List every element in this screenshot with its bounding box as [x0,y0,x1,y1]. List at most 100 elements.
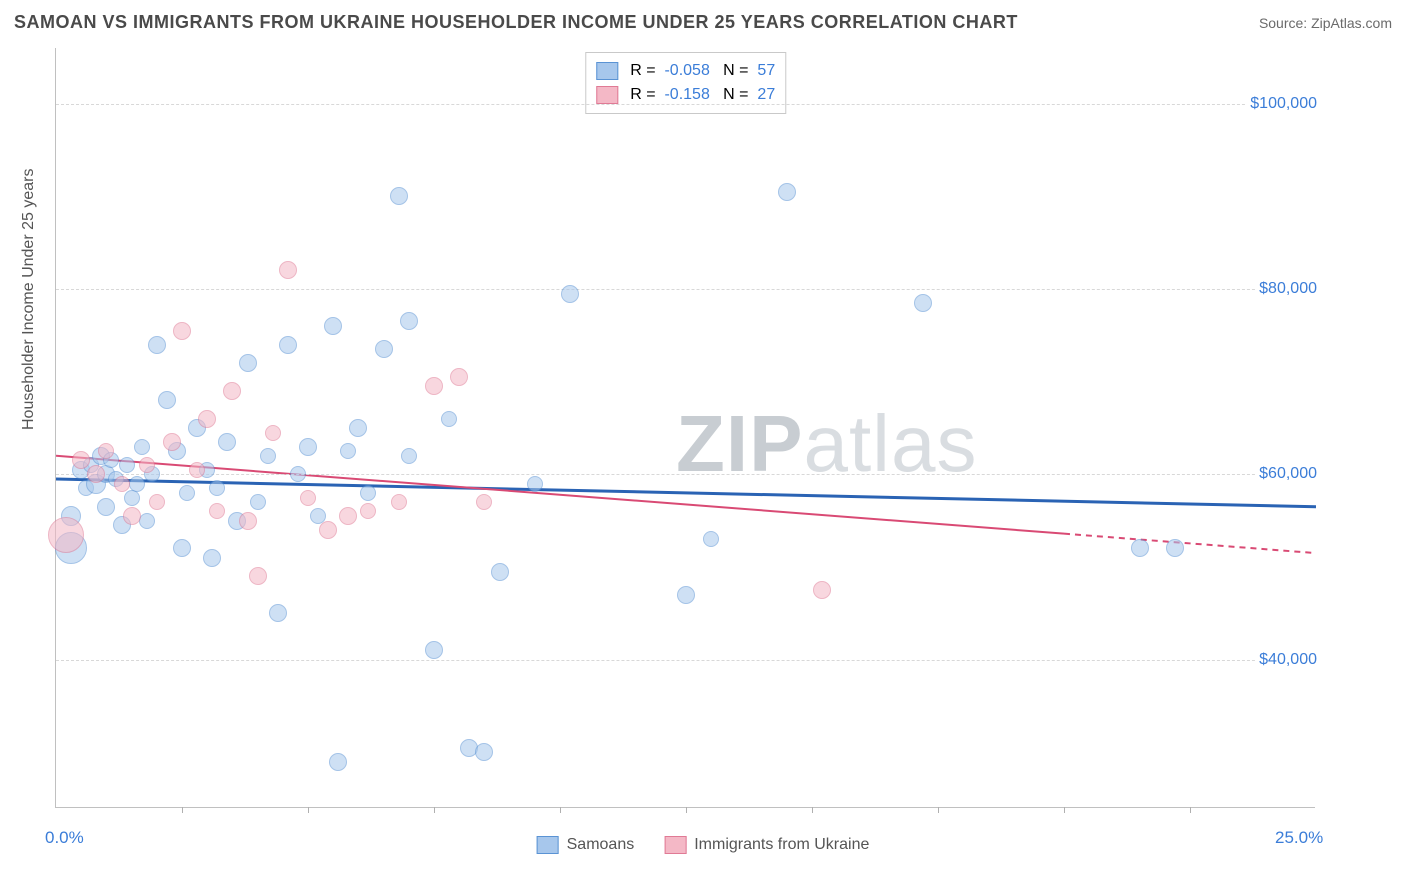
legend-swatch [537,836,559,854]
data-point [48,517,84,553]
legend-swatch [596,86,618,104]
data-point [223,382,241,400]
data-point [300,490,316,506]
legend-item: Samoans [537,836,635,854]
x-tick [938,807,939,813]
data-point [114,476,130,492]
data-point [375,340,393,358]
y-axis-label: Householder Income Under 25 years [20,169,38,430]
y-tick-label: $100,000 [1246,95,1317,113]
x-tick [1064,807,1065,813]
data-point [239,512,257,530]
x-tick [812,807,813,813]
data-point [703,531,719,547]
chart-title: SAMOAN VS IMMIGRANTS FROM UKRAINE HOUSEH… [14,12,1018,33]
data-point [425,377,443,395]
data-point [139,457,155,473]
x-axis-max-label: 25.0% [1275,828,1323,848]
data-point [139,513,155,529]
x-tick [560,807,561,813]
data-point [677,586,695,604]
data-point [401,448,417,464]
data-point [914,294,932,312]
legend-label: Immigrants from Ukraine [694,836,869,854]
data-point [340,443,356,459]
data-point [561,285,579,303]
data-point [324,317,342,335]
data-point [209,503,225,519]
data-point [239,354,257,372]
data-point [476,494,492,510]
x-tick [434,807,435,813]
data-point [329,753,347,771]
data-point [158,391,176,409]
data-point [527,476,543,492]
data-point [149,494,165,510]
data-point [124,490,140,506]
data-point [1131,539,1149,557]
data-point [173,539,191,557]
data-point [98,443,114,459]
x-tick [686,807,687,813]
data-point [279,261,297,279]
data-point [129,476,145,492]
source-label: Source: ZipAtlas.com [1259,15,1392,31]
y-tick-label: $60,000 [1255,465,1317,483]
data-point [290,466,306,482]
data-point [260,448,276,464]
correlation-legend: R = -0.058 N = 57 R = -0.158 N = 27 [585,52,786,114]
data-point [391,494,407,510]
data-point [97,498,115,516]
data-point [360,485,376,501]
gridline [56,660,1315,661]
data-point [189,462,205,478]
data-point [209,480,225,496]
data-point [1166,539,1184,557]
chart-plot-area: ZIPatlas R = -0.058 N = 57 R = -0.158 N … [55,48,1315,808]
data-point [813,581,831,599]
data-point [360,503,376,519]
data-point [203,549,221,567]
data-point [319,521,337,539]
legend-stats: R = -0.058 N = 57 [626,59,775,83]
x-tick [1190,807,1191,813]
data-point [425,641,443,659]
gridline [56,289,1315,290]
data-point [179,485,195,501]
trend-line [1064,534,1316,553]
data-point [72,451,90,469]
data-point [269,604,287,622]
source-prefix: Source: [1259,15,1311,31]
data-point [163,433,181,451]
data-point [400,312,418,330]
data-point [134,439,150,455]
data-point [265,425,281,441]
legend-swatch [596,62,618,80]
data-point [198,410,216,428]
data-point [491,563,509,581]
data-point [123,507,141,525]
data-point [441,411,457,427]
x-axis-min-label: 0.0% [45,828,84,848]
y-tick-label: $80,000 [1255,280,1317,298]
data-point [299,438,317,456]
y-tick-label: $40,000 [1255,651,1317,669]
trend-line [56,479,1316,507]
series-legend: Samoans Immigrants from Ukraine [537,836,870,854]
x-tick [182,807,183,813]
trendlines-svg [56,48,1316,808]
data-point [87,465,105,483]
data-point [218,433,236,451]
data-point [249,567,267,585]
data-point [450,368,468,386]
data-point [349,419,367,437]
gridline [56,104,1315,105]
data-point [475,743,493,761]
data-point [279,336,297,354]
data-point [339,507,357,525]
watermark: ZIPatlas [676,398,977,490]
gridline [56,474,1315,475]
data-point [173,322,191,340]
data-point [390,187,408,205]
x-tick [308,807,309,813]
